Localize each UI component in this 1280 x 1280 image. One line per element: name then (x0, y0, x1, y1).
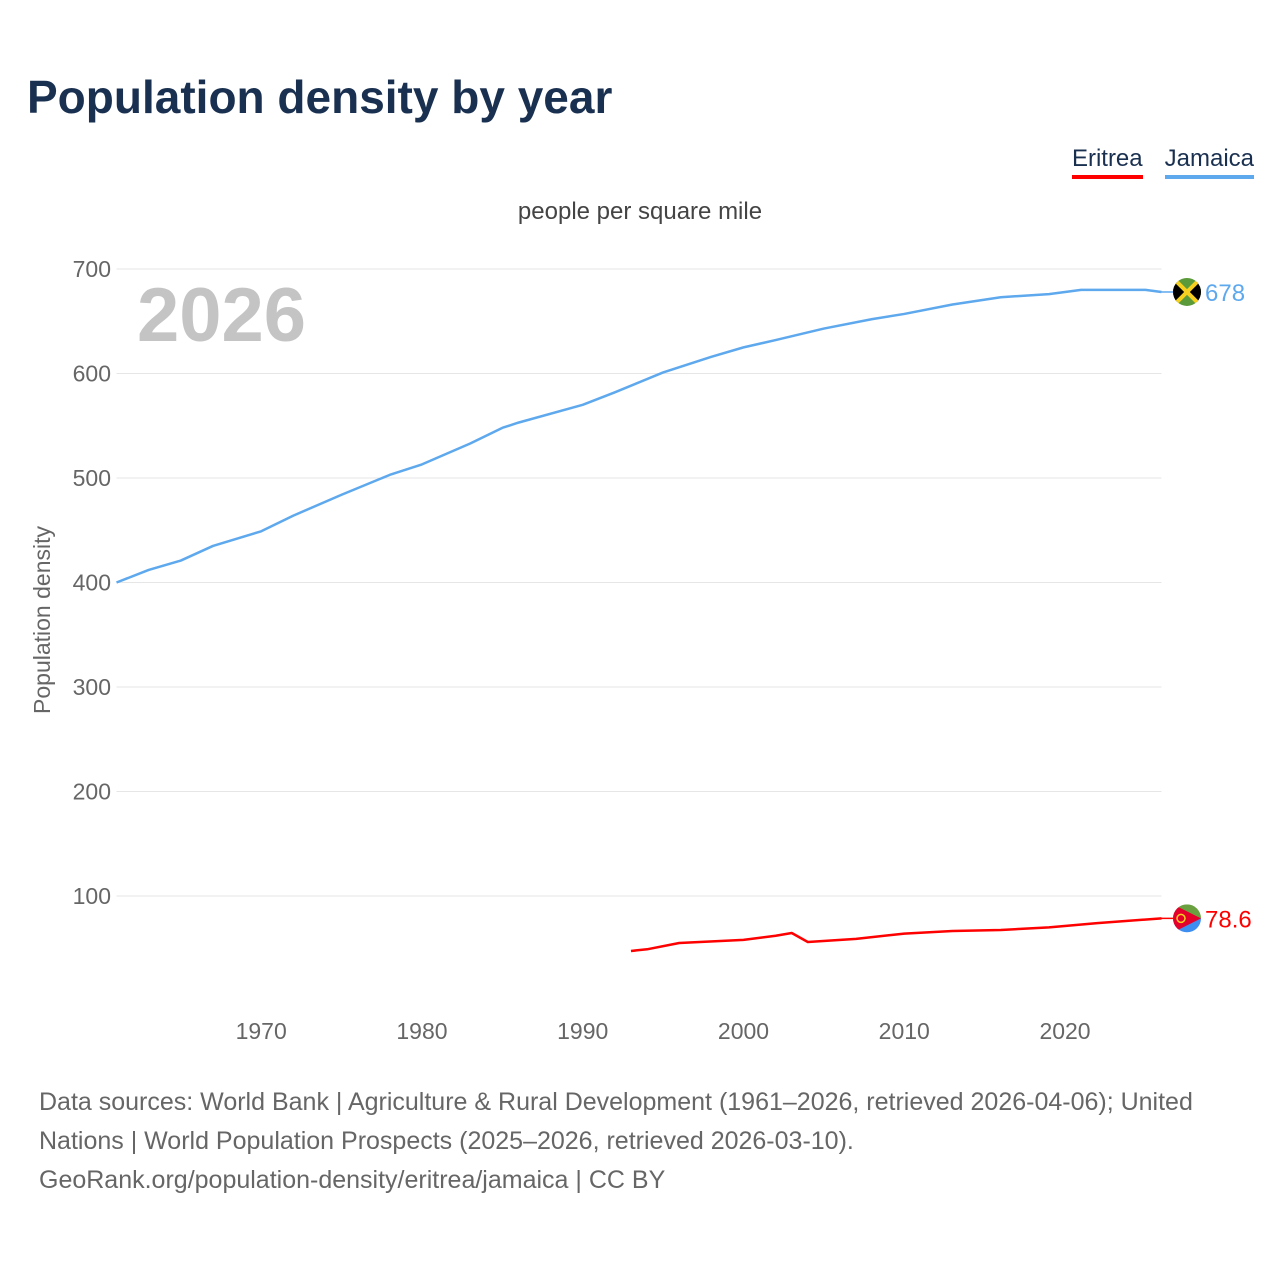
legend-item-eritrea[interactable]: Eritrea (1071, 145, 1143, 179)
x-tick-label: 1970 (236, 1018, 287, 1044)
y-tick-label: 100 (73, 883, 111, 909)
end-value-label-jamaica: 678 (1205, 280, 1245, 307)
y-tick-label: 500 (73, 465, 111, 491)
y-tick-label: 700 (73, 256, 111, 282)
series-line-eritrea (630, 917, 1162, 953)
source-line-1: Data sources: World Bank | Agriculture &… (39, 1088, 1193, 1155)
legend: Eritrea Jamaica (1071, 145, 1254, 179)
source-line-2[interactable]: GeoRank.org/population-density/eritrea/j… (39, 1166, 666, 1194)
chart-subtitle: people per square mile (517, 198, 763, 225)
x-tick-label: 2020 (1039, 1018, 1090, 1044)
x-tick-label: 2010 (879, 1018, 930, 1044)
series-line-jamaica (116, 288, 1162, 584)
end-value-label-eritrea: 78.6 (1205, 906, 1252, 933)
y-axis-label: Population density (29, 526, 55, 714)
year-watermark: 2026 (137, 273, 306, 358)
x-tick-label: 1990 (557, 1018, 608, 1044)
source-note: Data sources: World Bank | Agriculture &… (39, 1083, 1249, 1200)
legend-item-jamaica[interactable]: Jamaica (1164, 145, 1254, 179)
y-tick-label: 200 (73, 779, 111, 805)
y-tick-label: 400 (73, 570, 111, 596)
flag-jamaica-icon (1173, 277, 1201, 306)
x-tick-label: 2000 (718, 1018, 769, 1044)
chart-title: Population density by year (27, 71, 613, 123)
y-tick-label: 600 (73, 361, 111, 387)
y-tick-label: 300 (73, 674, 111, 700)
x-tick-label: 1980 (396, 1018, 447, 1044)
flag-eritrea-icon (1173, 904, 1201, 933)
